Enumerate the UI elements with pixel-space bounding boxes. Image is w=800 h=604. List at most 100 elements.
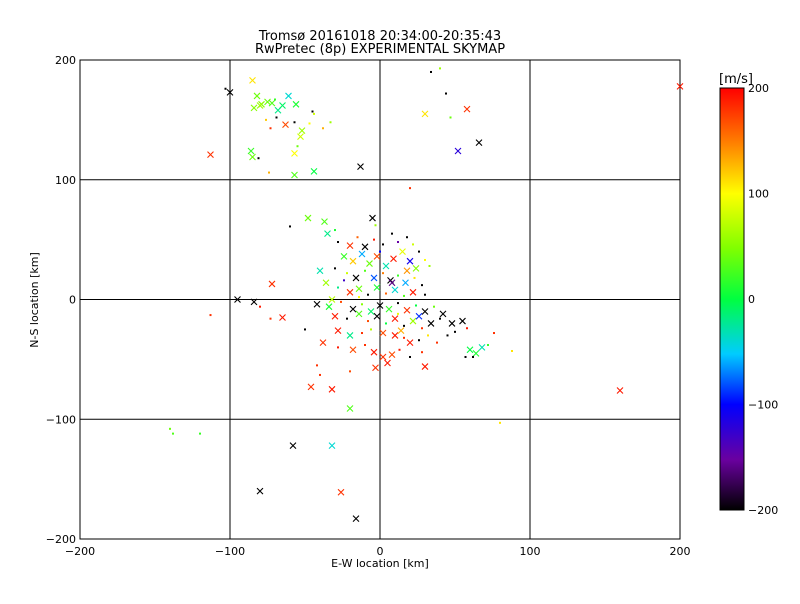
colorbar-tick-label: −200: [748, 504, 778, 517]
data-point-dot: [412, 243, 414, 246]
data-point-dot: [445, 92, 447, 95]
data-point-cross: [415, 312, 423, 320]
data-point-dot: [313, 112, 315, 115]
data-point-cross: [409, 288, 417, 296]
data-point-cross: [382, 262, 390, 270]
data-point-dot: [329, 121, 332, 124]
data-point-cross: [373, 312, 381, 320]
data-point-cross: [427, 320, 435, 327]
chart-subtitle: RwPretec (8p) EXPERIMENTAL SKYMAP: [255, 42, 505, 57]
data-point-dot: [403, 324, 405, 327]
data-point-cross: [249, 76, 256, 84]
y-tick-label: −100: [46, 413, 76, 426]
y-tick-label: 200: [55, 54, 76, 67]
data-point-cross: [349, 305, 357, 313]
data-point-cross: [352, 274, 360, 282]
data-point-dot: [385, 292, 387, 295]
data-point-dot: [334, 267, 336, 270]
data-point-dot: [337, 346, 339, 349]
data-point-cross: [376, 302, 384, 309]
data-point-cross: [367, 308, 375, 315]
data-point-cross: [346, 288, 354, 296]
data-point-dot: [358, 296, 360, 299]
data-point-dot: [499, 421, 501, 424]
data-point-cross: [279, 102, 286, 109]
data-point-cross: [325, 303, 333, 311]
data-point-dot: [454, 330, 456, 333]
data-point-cross: [366, 260, 373, 267]
data-point-cross: [355, 285, 363, 293]
data-point-cross: [234, 296, 241, 303]
data-point-dot: [268, 171, 270, 174]
y-tick-label: 0: [69, 294, 76, 307]
data-point-cross: [346, 405, 354, 412]
data-point-cross: [331, 312, 339, 320]
data-point-dot: [436, 341, 438, 344]
data-point-dot: [289, 225, 291, 228]
data-point-cross: [373, 284, 381, 291]
data-point-cross: [298, 127, 306, 135]
data-point-cross: [478, 344, 486, 351]
data-point-dot: [209, 314, 212, 317]
data-point-cross: [226, 88, 234, 96]
data-point-cross: [291, 171, 298, 179]
data-point-dot: [322, 127, 324, 130]
data-point-cross: [421, 308, 429, 315]
data-point-dot: [397, 312, 399, 315]
data-point-dot: [428, 264, 431, 267]
data-point-dot: [449, 116, 452, 119]
data-point-cross: [316, 267, 324, 275]
data-point-cross: [402, 279, 409, 287]
data-point-cross: [399, 248, 406, 255]
data-point-cross: [328, 385, 336, 393]
data-point-cross: [310, 167, 318, 175]
data-point-cross: [207, 151, 214, 158]
y-axis-label: N-S location [km]: [28, 252, 41, 348]
data-point-cross: [421, 110, 429, 118]
data-point-cross: [466, 346, 474, 354]
plot-frame: [79, 59, 681, 540]
data-point-dot: [199, 432, 201, 435]
data-point-cross: [379, 353, 387, 361]
data-point-cross: [403, 306, 411, 314]
data-point-dot: [373, 238, 375, 241]
data-point-dot: [511, 349, 513, 352]
x-tick-label: 0: [377, 545, 384, 558]
data-point-cross: [291, 150, 298, 157]
data-point-cross: [250, 104, 258, 112]
data-point-dot: [364, 344, 366, 347]
data-point-dot: [472, 355, 474, 358]
data-point-dot: [391, 232, 393, 235]
data-point-dot: [265, 118, 267, 121]
data-point-cross: [421, 363, 429, 370]
data-point-dot: [409, 355, 411, 358]
data-point-dot: [304, 328, 306, 331]
data-point-dot: [421, 327, 423, 330]
data-point-dot: [403, 294, 405, 297]
data-point-cross: [459, 317, 466, 325]
data-point-cross: [247, 147, 255, 155]
data-point-cross: [616, 387, 624, 394]
data-point-dot: [446, 334, 449, 337]
colorbar-tick-label: 100: [748, 188, 769, 201]
data-point-dot: [487, 344, 489, 347]
data-point-dot: [259, 305, 261, 308]
chart-title: Tromsø 20161018 20:34:00-20:35:43: [258, 29, 501, 44]
data-point-dot: [361, 332, 363, 335]
data-point-cross: [391, 332, 399, 339]
data-point-dot: [382, 243, 384, 246]
data-point-cross: [321, 218, 328, 226]
data-point-dot: [374, 224, 377, 227]
data-point-cross: [384, 359, 391, 367]
data-point-cross: [388, 279, 396, 287]
data-point-dot: [382, 272, 384, 275]
colorbar-ticks: 200 100 0 −100 −200: [748, 82, 778, 517]
data-point-dot: [343, 279, 345, 282]
data-point-cross: [676, 82, 684, 90]
data-point-dot: [398, 348, 401, 351]
data-point-dot: [269, 317, 272, 320]
data-point-cross: [253, 92, 261, 100]
data-point-dot: [397, 302, 399, 305]
data-point-dot: [430, 70, 432, 73]
